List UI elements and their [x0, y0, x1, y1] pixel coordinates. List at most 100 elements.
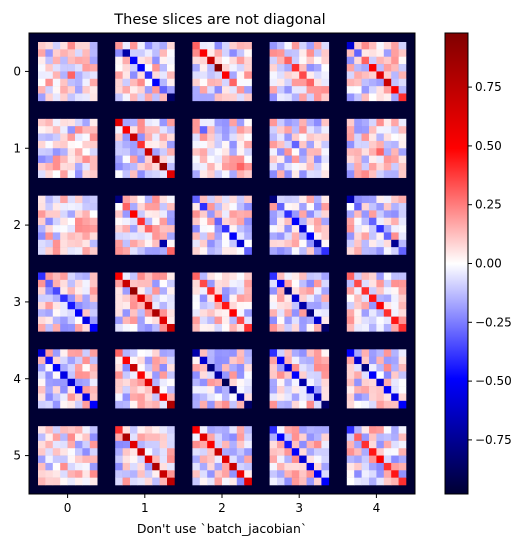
cell	[346, 118, 355, 127]
cell	[75, 371, 83, 380]
cell	[89, 86, 98, 94]
cell	[314, 155, 322, 164]
cell	[67, 356, 76, 365]
cell	[306, 400, 315, 409]
cell	[82, 349, 91, 357]
cell	[137, 93, 146, 102]
cell	[130, 78, 138, 87]
cell	[89, 440, 98, 449]
cell	[130, 301, 138, 310]
cell	[306, 239, 315, 248]
cell	[306, 195, 315, 204]
cell	[75, 470, 83, 478]
cell	[277, 64, 285, 72]
cell	[89, 272, 98, 281]
cell	[391, 126, 399, 134]
cell	[277, 148, 285, 156]
cell	[291, 364, 300, 372]
cell	[214, 316, 223, 325]
cell	[167, 400, 175, 409]
cell	[236, 371, 245, 380]
cell	[291, 323, 300, 332]
cell	[214, 232, 223, 241]
cell	[222, 287, 230, 295]
cell	[222, 477, 230, 486]
cell	[391, 462, 399, 471]
cell	[207, 462, 215, 471]
cell	[152, 232, 160, 241]
cell	[346, 232, 355, 241]
cell	[67, 462, 76, 471]
cell	[38, 203, 46, 211]
cell	[38, 64, 46, 72]
cell	[376, 162, 385, 171]
cell	[306, 247, 315, 255]
cell	[159, 56, 168, 65]
cell	[299, 426, 307, 434]
cell	[321, 71, 330, 80]
cell	[89, 364, 98, 372]
cell	[398, 462, 407, 471]
cell	[398, 364, 407, 372]
cell	[291, 279, 300, 288]
cell	[306, 203, 315, 211]
cell	[236, 323, 245, 332]
colorbar	[444, 32, 469, 495]
cell	[144, 378, 153, 387]
cell	[361, 239, 370, 248]
cell	[207, 140, 215, 149]
colorbar-tick-label: −0.25	[475, 315, 512, 329]
cell	[346, 56, 355, 65]
cell	[229, 86, 238, 94]
cell	[222, 309, 230, 317]
cell	[144, 78, 153, 87]
cell	[159, 247, 168, 255]
cell	[122, 316, 131, 325]
cell	[269, 170, 278, 178]
cell	[391, 349, 399, 357]
cell	[306, 225, 315, 233]
cell	[244, 477, 252, 486]
cell	[229, 217, 238, 226]
cell	[222, 440, 230, 449]
cell	[299, 203, 307, 211]
cell	[291, 371, 300, 380]
cell	[383, 232, 392, 241]
cell	[346, 455, 355, 464]
cell	[361, 279, 370, 288]
cell	[361, 294, 370, 303]
cell	[391, 477, 399, 486]
cell	[167, 309, 175, 317]
cell	[314, 294, 322, 303]
cell	[306, 287, 315, 295]
cell	[354, 316, 362, 325]
cell	[244, 71, 252, 80]
cell	[115, 232, 123, 241]
cell	[38, 349, 46, 357]
cell	[38, 49, 46, 57]
cell	[321, 239, 330, 248]
cell	[299, 64, 307, 72]
cell	[314, 93, 322, 102]
cell	[152, 86, 160, 94]
cell	[144, 309, 153, 317]
cell	[244, 470, 252, 478]
cell	[199, 148, 208, 156]
cell	[144, 118, 153, 127]
cell	[321, 203, 330, 211]
cell	[361, 349, 370, 357]
cell	[199, 349, 208, 357]
cell	[192, 386, 201, 394]
cell	[321, 448, 330, 456]
cell	[236, 195, 245, 204]
cell	[346, 239, 355, 248]
colorbar-tick-label: −0.50	[475, 374, 512, 388]
cell	[192, 126, 201, 134]
cell	[398, 301, 407, 310]
cell	[122, 386, 131, 394]
cell	[82, 477, 91, 486]
cell	[67, 364, 76, 372]
cell	[222, 162, 230, 171]
cell	[167, 71, 175, 80]
tile-5-4	[346, 426, 407, 486]
